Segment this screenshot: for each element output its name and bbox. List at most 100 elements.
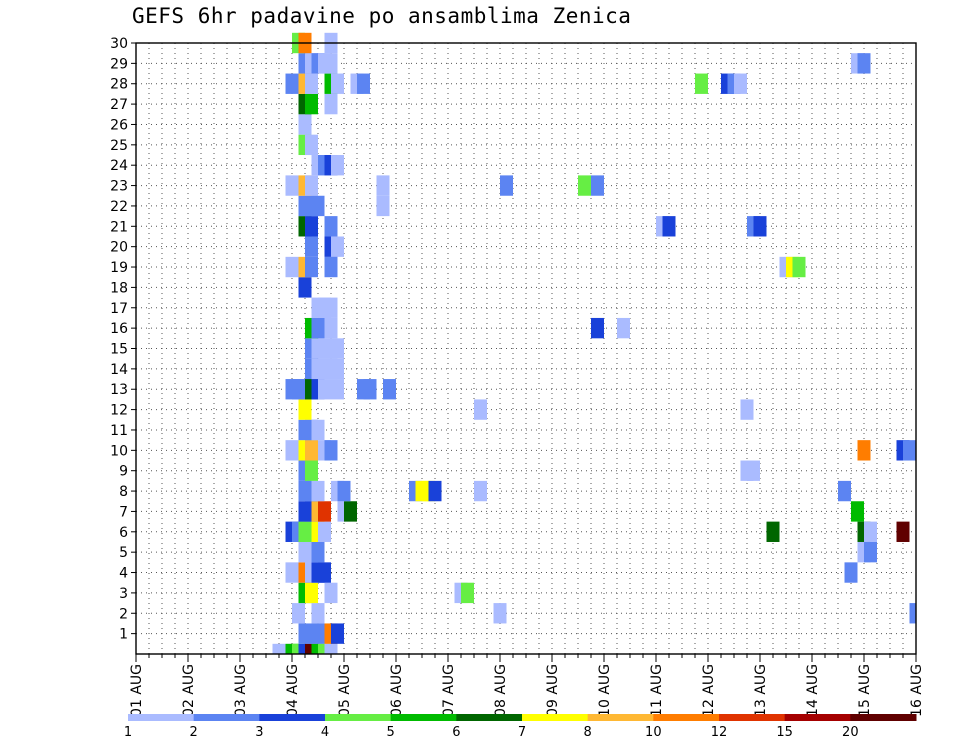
- y-tick-label: 20: [110, 240, 128, 256]
- y-tick-label: 16: [110, 321, 128, 337]
- y-tick-label: 6: [119, 525, 128, 541]
- heatmap-cell: [792, 256, 806, 278]
- x-tick-label: 06 AUG: [389, 664, 405, 717]
- legend-swatch: [390, 714, 457, 721]
- heatmap-cell: [324, 440, 338, 461]
- y-tick-label: 15: [110, 342, 128, 358]
- legend-label: 10: [645, 725, 662, 740]
- y-tick-label: 19: [110, 260, 128, 276]
- y-tick-label: 14: [110, 362, 128, 378]
- heatmap-cell: [591, 175, 604, 196]
- heatmap-cell: [331, 379, 344, 400]
- legend-swatch: [719, 714, 786, 721]
- heatmap-cell: [838, 480, 851, 502]
- heatmap-cell: [285, 175, 299, 196]
- legend-label: 5: [387, 725, 395, 740]
- y-tick-label: 11: [110, 423, 128, 439]
- heatmap-cell: [285, 256, 299, 278]
- heatmap-cell: [331, 236, 344, 257]
- heatmap-cell: [305, 440, 318, 461]
- heatmap-cell: [857, 440, 871, 461]
- legend-swatch: [522, 714, 589, 721]
- heatmap-cell: [285, 440, 299, 461]
- heatmap-cell: [344, 501, 357, 522]
- y-tick-label: 12: [110, 403, 128, 419]
- x-tick-label: 05 AUG: [337, 664, 353, 717]
- legend-swatch: [259, 714, 326, 721]
- y-tick-label: 17: [110, 301, 128, 317]
- y-tick-label: 1: [119, 627, 128, 643]
- heatmap-cell: [298, 277, 312, 298]
- heatmap-cell: [591, 317, 604, 339]
- heatmap-cell: [305, 216, 318, 237]
- legend-label: 1: [124, 725, 132, 740]
- x-tick-label: 13 AUG: [753, 664, 769, 717]
- heatmap-cell: [474, 399, 487, 420]
- heatmap-cell: [311, 541, 325, 563]
- heatmap-cell: [376, 195, 390, 217]
- y-tick-label: 26: [110, 117, 128, 133]
- y-tick-label: 10: [110, 443, 128, 459]
- heatmap-cell: [474, 480, 487, 502]
- heatmap-cell: [318, 379, 331, 400]
- x-tick-label: 08 AUG: [493, 664, 509, 717]
- legend-label: 6: [452, 725, 460, 740]
- heatmap-cell: [695, 73, 708, 94]
- heatmap-cell: [844, 562, 858, 583]
- y-tick-label: 25: [110, 138, 128, 154]
- heatmap-cell: [903, 440, 916, 461]
- heatmap-cell: [500, 175, 513, 196]
- heatmap-cell: [766, 521, 780, 542]
- legend-label: 2: [190, 725, 198, 740]
- y-tick-label: 7: [119, 504, 128, 520]
- y-tick-label: 22: [110, 199, 128, 215]
- legend-label: 7: [518, 725, 526, 740]
- heatmap-cell: [376, 175, 390, 196]
- y-tick-label: 2: [119, 606, 128, 622]
- heatmap-cell: [305, 175, 318, 196]
- heatmap-cell: [753, 216, 767, 237]
- heatmap-cell: [298, 399, 312, 420]
- x-tick-label: 14 AUG: [805, 664, 821, 717]
- x-tick-label: 12 AUG: [701, 664, 717, 717]
- legend-swatch: [784, 714, 851, 721]
- y-tick-label: 23: [110, 179, 128, 195]
- x-tick-label: 09 AUG: [545, 664, 561, 717]
- y-tick-label: 18: [110, 280, 128, 296]
- x-tick-label: 11 AUG: [649, 664, 665, 717]
- heatmap-cell: [305, 460, 318, 481]
- heatmap-cell: [740, 399, 754, 420]
- heatmap-cell: [298, 114, 312, 135]
- heatmap-cell: [318, 501, 331, 522]
- y-tick-label: 3: [119, 586, 128, 602]
- heatmap-cell: [305, 93, 318, 115]
- heatmap-cell: [363, 379, 377, 400]
- y-tick-label: 9: [119, 464, 128, 480]
- x-tick-label: 03 AUG: [233, 664, 249, 717]
- x-tick-label: 15 AUG: [857, 664, 873, 717]
- legend-swatch: [653, 714, 720, 721]
- heatmap-cell: [318, 562, 331, 583]
- y-tick-label: 4: [119, 566, 128, 582]
- heatmap-cell: [305, 134, 318, 156]
- heatmap-cell: [298, 623, 312, 644]
- heatmap-cell: [331, 358, 344, 380]
- legend-swatch: [850, 714, 917, 721]
- legend-swatch: [587, 714, 654, 721]
- heatmap-cell: [292, 603, 305, 624]
- x-tick-label: 10 AUG: [597, 664, 613, 717]
- heatmap-cell: [662, 216, 676, 237]
- heatmap-cell: [864, 541, 877, 563]
- x-tick-label: 16 AUG: [909, 664, 925, 717]
- heatmap-cell: [324, 256, 338, 278]
- heatmap-cell: [617, 317, 630, 339]
- heatmap-cell: [311, 480, 325, 502]
- y-tick-label: 29: [110, 56, 128, 72]
- heatmap-cell: [896, 521, 910, 542]
- heatmap-cell: [311, 419, 325, 441]
- heatmap-cell: [311, 195, 325, 217]
- legend-label: 15: [776, 725, 793, 740]
- heatmap-cell: [272, 643, 286, 654]
